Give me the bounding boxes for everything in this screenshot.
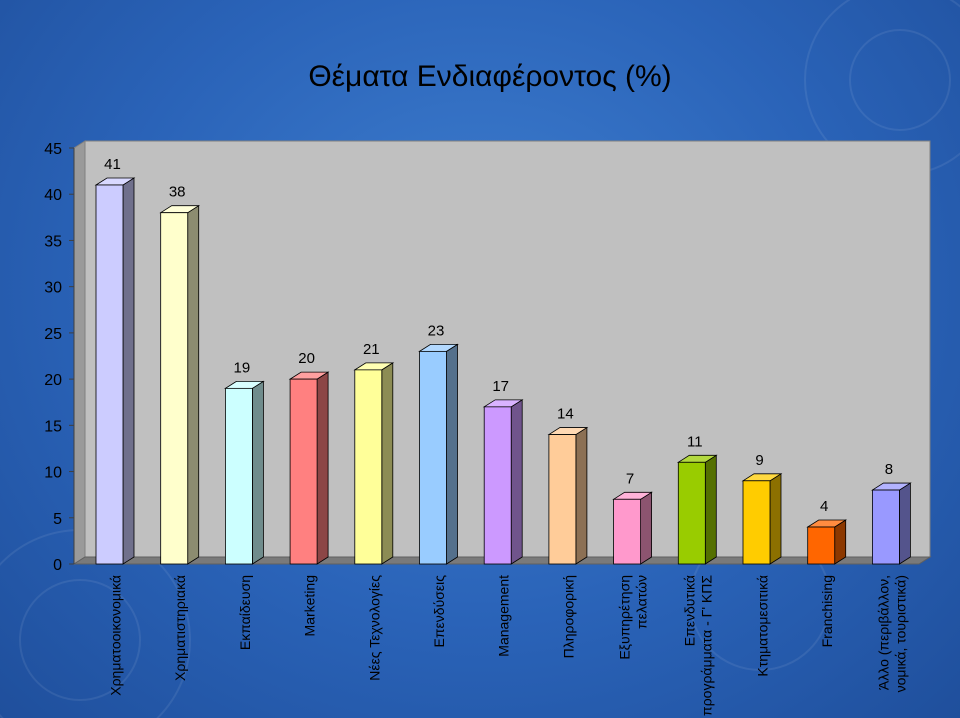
- bar-front: [95, 184, 124, 565]
- bar-front: [548, 434, 577, 565]
- bar-side: [575, 426, 588, 565]
- bar-side: [122, 177, 135, 565]
- bar-side: [446, 343, 458, 565]
- x-tick-label: Marketing: [302, 575, 318, 636]
- value-labels: 41 38 19 20 21 23 17 14 7 11 9 4 8: [104, 156, 893, 515]
- bar: [159, 204, 201, 565]
- bar: [94, 177, 136, 565]
- bar-front: [160, 212, 189, 565]
- value-label: 14: [557, 406, 574, 423]
- y-tick-label: 45: [44, 141, 62, 158]
- bar-front: [872, 489, 900, 565]
- bar-side: [251, 380, 264, 565]
- bar-side: [316, 371, 329, 565]
- bar-side: [834, 519, 847, 565]
- chart-side-wall: [73, 140, 86, 565]
- bar: [676, 454, 718, 565]
- bar-side: [899, 482, 911, 565]
- x-tick-label-line: Νέες Τεχνολογίες: [366, 575, 382, 681]
- x-tick-label-line: Franchising: [819, 575, 835, 647]
- bar-side: [187, 204, 200, 565]
- y-tick-label: 20: [44, 372, 62, 389]
- x-tick-label-line: Εκπαίδευση: [237, 575, 253, 650]
- bar: [224, 380, 265, 565]
- x-tick-label: Franchising: [819, 575, 835, 647]
- x-tick-label: Επενδυτικάπρογράμματα - Γ' ΚΠΣ: [681, 575, 714, 716]
- bar-front: [613, 498, 641, 565]
- x-tick-label-line: Επενδυτικά: [681, 575, 697, 646]
- bar-front: [289, 378, 318, 565]
- x-tick-label-line: Χρηματοοικονομικά: [108, 575, 124, 696]
- y-axis: 0 5 10 15 20 25 30 35 40 45: [44, 141, 75, 574]
- x-tick-label: Πληροφορική: [560, 575, 576, 658]
- y-tick-label: 10: [44, 465, 62, 482]
- bar-front: [224, 387, 253, 565]
- x-tick-label-line: Εξυπηρέτηση: [617, 575, 633, 660]
- bar-front: [807, 526, 836, 565]
- bar-front: [483, 406, 512, 565]
- x-tick-label: Εκπαίδευση: [237, 575, 253, 650]
- x-tick-label-line: Κτηματομεσιτικά: [755, 575, 771, 677]
- x-tick-label: Κτηματομεσιτικά: [755, 575, 771, 677]
- bar-front: [354, 369, 383, 565]
- bar-front: [677, 461, 706, 565]
- y-tick-label: 5: [53, 511, 62, 528]
- value-label: 8: [885, 461, 893, 478]
- x-tick-label: Νέες Τεχνολογίες: [366, 575, 382, 681]
- value-label: 11: [687, 433, 703, 450]
- y-tick-label: 25: [44, 326, 62, 343]
- bars: [94, 177, 912, 565]
- value-label: 9: [755, 452, 763, 469]
- bar: [288, 371, 330, 565]
- bar-side: [704, 454, 717, 565]
- x-tick-label: Άλλο (περιβάλλον,νομικά, τουριστικά): [875, 575, 908, 692]
- x-tick-label-line: Marketing: [302, 575, 318, 636]
- bar: [741, 473, 783, 565]
- bar: [482, 399, 524, 565]
- bar-side: [510, 399, 523, 565]
- bar: [353, 362, 395, 565]
- bar-side: [769, 473, 782, 565]
- value-label: 4: [820, 498, 828, 515]
- x-tick-label-line: Πληροφορική: [560, 575, 576, 658]
- x-tick-label: Management: [496, 575, 512, 657]
- x-axis-labels: Χρηματοοικονομικά Χρηματιστηριακά Εκπαίδευ…: [108, 575, 909, 716]
- y-tick-label: 35: [44, 233, 62, 250]
- x-tick-label-line: νομικά, τουριστικά): [892, 575, 908, 692]
- bar-front: [419, 350, 447, 565]
- x-tick-label: Εξυπηρέτησηπελατών: [617, 575, 650, 660]
- value-label: 41: [104, 156, 121, 173]
- x-tick-label: Επενδύσεις: [431, 575, 447, 648]
- bar: [418, 343, 459, 565]
- y-tick-label: 40: [44, 187, 62, 204]
- value-label: 20: [298, 350, 315, 367]
- bar: [547, 426, 589, 565]
- x-tick-label-line: Management: [496, 575, 512, 657]
- x-tick-label: Χρηματοοικονομικά: [108, 575, 124, 696]
- x-tick-label-line: προγράμματα - Γ' ΚΠΣ: [698, 575, 714, 716]
- value-label: 21: [363, 341, 380, 358]
- bar-side: [381, 362, 394, 565]
- y-tick-label: 15: [44, 418, 62, 435]
- bar: [806, 519, 848, 565]
- chart-title: Θέματα Ενδιαφέροντος (%): [308, 60, 671, 93]
- y-tick-label: 0: [53, 557, 62, 574]
- value-label: 17: [492, 378, 509, 395]
- x-tick-label: Χρηματιστηριακά: [172, 575, 188, 681]
- x-tick-label-line: πελατών: [634, 575, 650, 629]
- x-tick-label-line: Χρηματιστηριακά: [172, 575, 188, 681]
- value-label: 38: [169, 184, 186, 201]
- x-tick-label-line: Επενδύσεις: [431, 575, 447, 648]
- bar: [871, 482, 912, 565]
- y-tick-label: 30: [44, 280, 62, 297]
- bar-front: [742, 480, 771, 565]
- bar-side: [640, 491, 652, 565]
- value-label: 7: [626, 470, 634, 487]
- x-tick-label-line: Άλλο (περιβάλλον,: [875, 575, 891, 690]
- value-label: 23: [428, 322, 445, 339]
- value-label: 19: [234, 359, 251, 376]
- bar: [612, 491, 653, 565]
